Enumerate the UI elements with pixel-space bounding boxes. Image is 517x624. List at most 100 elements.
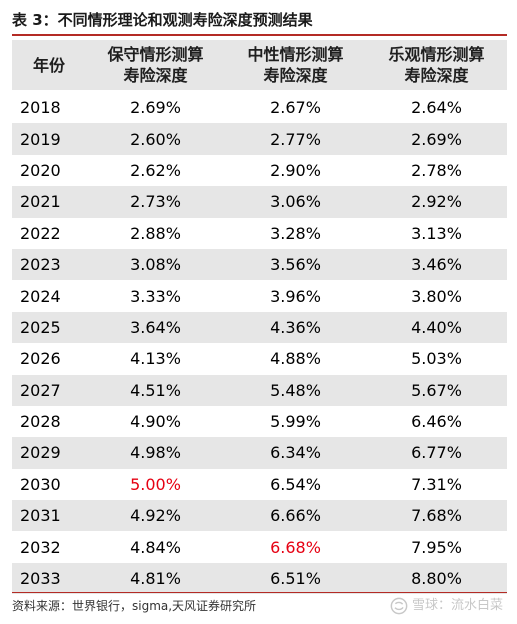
cell-conservative: 2.69% — [130, 98, 181, 118]
header-optimistic-line1: 乐观情形测算 — [388, 45, 485, 64]
table-row: 2032 4.84% 6.68% 7.95% — [12, 531, 507, 563]
table-row: 2025 3.64% 4.36% 4.40% — [12, 311, 507, 344]
cell-optimistic: 8.80% — [411, 569, 462, 589]
table-row: 2019 2.60% 2.77% 2.69% — [12, 123, 507, 155]
cell-neutral: 3.96% — [270, 286, 321, 306]
table-row: 2022 2.88% 3.28% 3.13% — [12, 217, 507, 249]
cell-conservative: 3.64% — [130, 317, 181, 337]
table-row: 2026 4.13% 4.88% 5.03% — [12, 343, 507, 375]
cell-year: 2019 — [20, 129, 61, 149]
cell-optimistic: 7.95% — [411, 537, 462, 557]
cell-conservative: 4.84% — [130, 537, 181, 557]
cell-neutral: 6.51% — [270, 569, 321, 589]
header-optimistic: 乐观情形测算 寿险深度 — [366, 40, 507, 90]
header-year: 年份 — [12, 40, 86, 90]
header-year-label: 年份 — [32, 55, 65, 75]
cell-year: 2024 — [20, 286, 61, 306]
cell-year: 2028 — [20, 412, 61, 432]
cell-conservative: 3.33% — [130, 286, 181, 306]
header-conservative: 保守情形测算 寿险深度 — [86, 40, 225, 90]
cell-optimistic: 7.31% — [411, 474, 462, 494]
cell-optimistic: 5.67% — [411, 380, 462, 400]
cell-conservative: 2.88% — [130, 223, 181, 243]
bottom-rule — [12, 592, 507, 593]
cell-optimistic: 7.68% — [411, 506, 462, 526]
cell-optimistic: 6.77% — [411, 443, 462, 463]
cell-neutral: 2.67% — [270, 98, 321, 118]
cell-conservative: 2.60% — [130, 129, 181, 149]
cell-conservative: 3.08% — [130, 255, 181, 275]
cell-conservative: 4.98% — [130, 443, 181, 463]
cell-neutral: 3.28% — [270, 223, 321, 243]
cell-optimistic: 3.13% — [411, 223, 462, 243]
cell-neutral: 6.34% — [270, 443, 321, 463]
cell-neutral: 2.90% — [270, 160, 321, 180]
header-conservative-line2: 寿险深度 — [123, 66, 188, 85]
cell-neutral: 3.56% — [270, 255, 321, 275]
cell-year: 2032 — [20, 537, 61, 557]
table-row: 2027 4.51% 5.48% 5.67% — [12, 374, 507, 406]
cell-year: 2027 — [20, 380, 61, 400]
cell-neutral: 6.68% — [270, 537, 321, 557]
header-neutral: 中性情形测算 寿险深度 — [225, 40, 366, 90]
cell-year: 2033 — [20, 569, 61, 589]
cell-conservative: 4.13% — [130, 349, 181, 369]
cell-year: 2025 — [20, 317, 61, 337]
cell-conservative: 2.62% — [130, 160, 181, 180]
cell-optimistic: 3.46% — [411, 255, 462, 275]
header-neutral-line2: 寿险深度 — [263, 66, 328, 85]
table-body: 2018 2.69% 2.67% 2.64% 2019 2.60% 2.77% 2.69% 20… — [12, 92, 507, 595]
cell-optimistic: 4.40% — [411, 317, 462, 337]
cell-optimistic: 2.92% — [411, 192, 462, 212]
forecast-table: 年份 保守情形测算 寿险深度 中性情形测算 寿险深度 乐观情形测算 寿险深度 2… — [12, 40, 507, 595]
table-row: 2023 3.08% 3.56% 3.46% — [12, 248, 507, 281]
cell-conservative: 4.92% — [130, 506, 181, 526]
header-optimistic-line2: 寿险深度 — [404, 66, 469, 85]
header-conservative-line1: 保守情形测算 — [107, 45, 204, 64]
watermark-text: 雪球：流水白菜 — [411, 598, 503, 613]
cell-year: 2018 — [20, 98, 61, 118]
top-rule — [12, 34, 507, 36]
table-header: 年份 保守情形测算 寿险深度 中性情形测算 寿险深度 乐观情形测算 寿险深度 — [12, 40, 507, 92]
table-row: 2030 5.00% 6.54% 7.31% — [12, 468, 507, 501]
cell-year: 2030 — [20, 474, 61, 494]
cell-neutral: 6.66% — [270, 506, 321, 526]
table-row: 2021 2.73% 3.06% 2.92% — [12, 186, 507, 218]
cell-neutral: 5.48% — [270, 380, 321, 400]
table-row: 2031 4.92% 6.66% 7.68% — [12, 500, 507, 532]
cell-optimistic: 2.69% — [411, 129, 462, 149]
watermark: 雪球：流水白菜 — [390, 596, 503, 616]
cell-neutral: 5.99% — [270, 412, 321, 432]
table-row: 2028 4.90% 5.99% 6.46% — [12, 405, 507, 438]
cell-neutral: 4.88% — [270, 349, 321, 369]
cell-optimistic: 6.46% — [411, 412, 462, 432]
cell-year: 2031 — [20, 506, 61, 526]
cell-year: 2020 — [20, 160, 61, 180]
cell-optimistic: 5.03% — [411, 349, 462, 369]
cell-year: 2023 — [20, 255, 61, 275]
snowball-icon — [390, 597, 408, 615]
table-row: 2018 2.69% 2.67% 2.64% — [12, 92, 507, 124]
cell-year: 2029 — [20, 443, 61, 463]
cell-year: 2022 — [20, 223, 61, 243]
cell-conservative: 4.90% — [130, 412, 181, 432]
cell-neutral: 3.06% — [270, 192, 321, 212]
table-row: 2033 4.81% 6.51% 8.80% — [12, 562, 507, 595]
cell-year: 2021 — [20, 192, 61, 212]
cell-optimistic: 3.80% — [411, 286, 462, 306]
cell-optimistic: 2.78% — [411, 160, 462, 180]
cell-optimistic: 2.64% — [411, 98, 462, 118]
header-neutral-line1: 中性情形测算 — [247, 45, 344, 64]
cell-conservative: 5.00% — [130, 474, 181, 494]
cell-conservative: 4.51% — [130, 380, 181, 400]
source-note: 资料来源：世界银行，sigma,天风证券研究所 — [12, 599, 257, 613]
table-row: 2029 4.98% 6.34% 6.77% — [12, 437, 507, 469]
table-row: 2020 2.62% 2.90% 2.78% — [12, 154, 507, 187]
cell-year: 2026 — [20, 349, 61, 369]
cell-neutral: 4.36% — [270, 317, 321, 337]
cell-neutral: 6.54% — [270, 474, 321, 494]
table-row: 2024 3.33% 3.96% 3.80% — [12, 280, 507, 312]
cell-conservative: 4.81% — [130, 569, 181, 589]
table-caption: 表 3：不同情形理论和观测寿险深度预测结果 — [12, 11, 313, 29]
cell-neutral: 2.77% — [270, 129, 321, 149]
